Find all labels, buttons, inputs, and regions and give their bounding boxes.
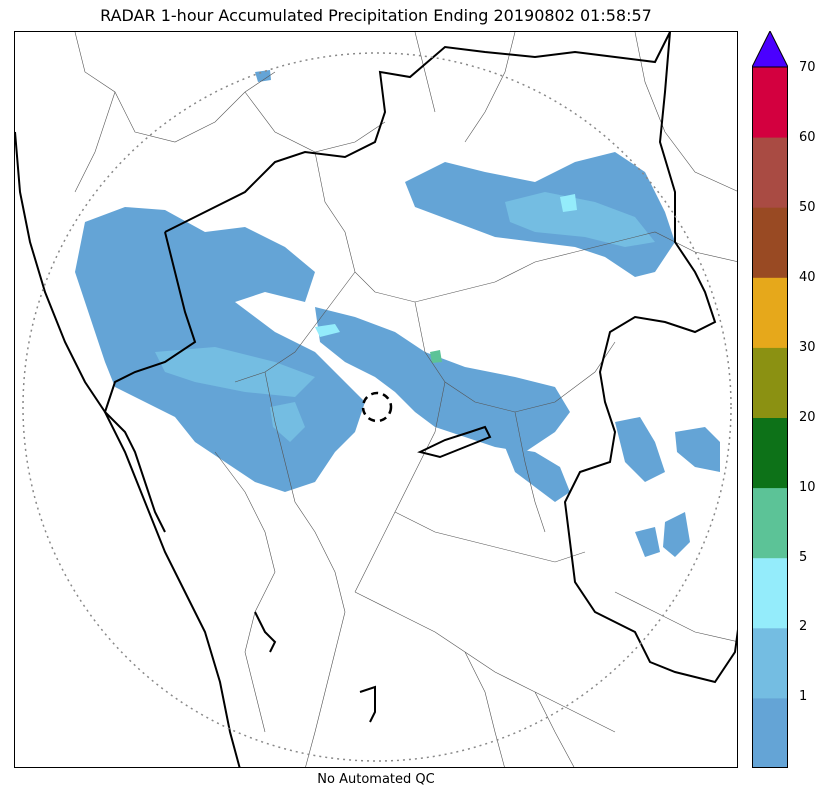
state-border-southwest (254, 611, 277, 653)
colorbar-tick-20: 20 (799, 410, 816, 425)
coastline (15, 131, 241, 767)
colorbar-frame (752, 66, 788, 768)
state-border-east (563, 32, 737, 684)
precip-area-central (315, 307, 570, 452)
precip-area-north-small (255, 70, 271, 82)
colorbar-tick-40: 40 (799, 270, 816, 285)
precip-area-east (505, 447, 570, 502)
range-ring (22, 52, 732, 762)
colorbar-bin-50-60 (752, 137, 788, 208)
precip-medium-1 (155, 347, 315, 397)
colorbar-tick-70: 70 (799, 60, 816, 75)
colorbar-over-arrow (752, 31, 788, 68)
precip-accent-1 (430, 350, 442, 363)
footer-note: No Automated QC (317, 772, 435, 787)
colorbar-bin-1-2 (752, 627, 788, 699)
colorbar-bin-10-20 (752, 417, 788, 489)
state-border-west (103, 231, 197, 533)
colorbar-bin-2-5 (752, 557, 788, 629)
radar-map[interactable] (14, 31, 738, 768)
colorbar-tick-60: 60 (799, 130, 816, 145)
colorbar-bin-30-40 (752, 277, 788, 348)
precip-layer (75, 70, 720, 557)
colorbar-tick-10: 10 (799, 480, 816, 495)
precip-area-southeast (635, 512, 690, 557)
colorbar-bin-60-70 (752, 67, 788, 138)
colorbar-bin-0-1 (752, 697, 788, 768)
precip-medium-3 (270, 402, 305, 442)
colorbar-tick-2: 2 (799, 619, 808, 634)
district-boundaries (74, 32, 737, 767)
state-border-south (417, 425, 492, 459)
precip-area-east-2 (675, 427, 720, 472)
colorbar-tick-1: 1 (799, 689, 808, 704)
colorbar (752, 31, 788, 768)
chart-title: RADAR 1-hour Accumulated Precipitation E… (100, 6, 652, 25)
radar-site-marker (361, 391, 393, 423)
colorbar-tick-5: 5 (799, 550, 808, 565)
colorbar-tick-30: 30 (799, 340, 816, 355)
precip-medium-2 (505, 192, 655, 247)
colorbar-bin-5-10 (752, 487, 788, 559)
precip-heavy-1 (560, 194, 577, 212)
state-boundaries (15, 32, 737, 767)
colorbar-bins (752, 66, 788, 768)
state-border-south-2 (359, 685, 376, 723)
colorbar-bin-40-50 (752, 207, 788, 278)
colorbar-tick-50: 50 (799, 200, 816, 215)
colorbar-svg (752, 31, 788, 768)
map-canvas (15, 32, 737, 767)
colorbar-bin-20-30 (752, 347, 788, 418)
state-border-north (164, 32, 671, 233)
precip-area-far-east (615, 417, 665, 482)
precip-heavy-2 (315, 324, 340, 337)
